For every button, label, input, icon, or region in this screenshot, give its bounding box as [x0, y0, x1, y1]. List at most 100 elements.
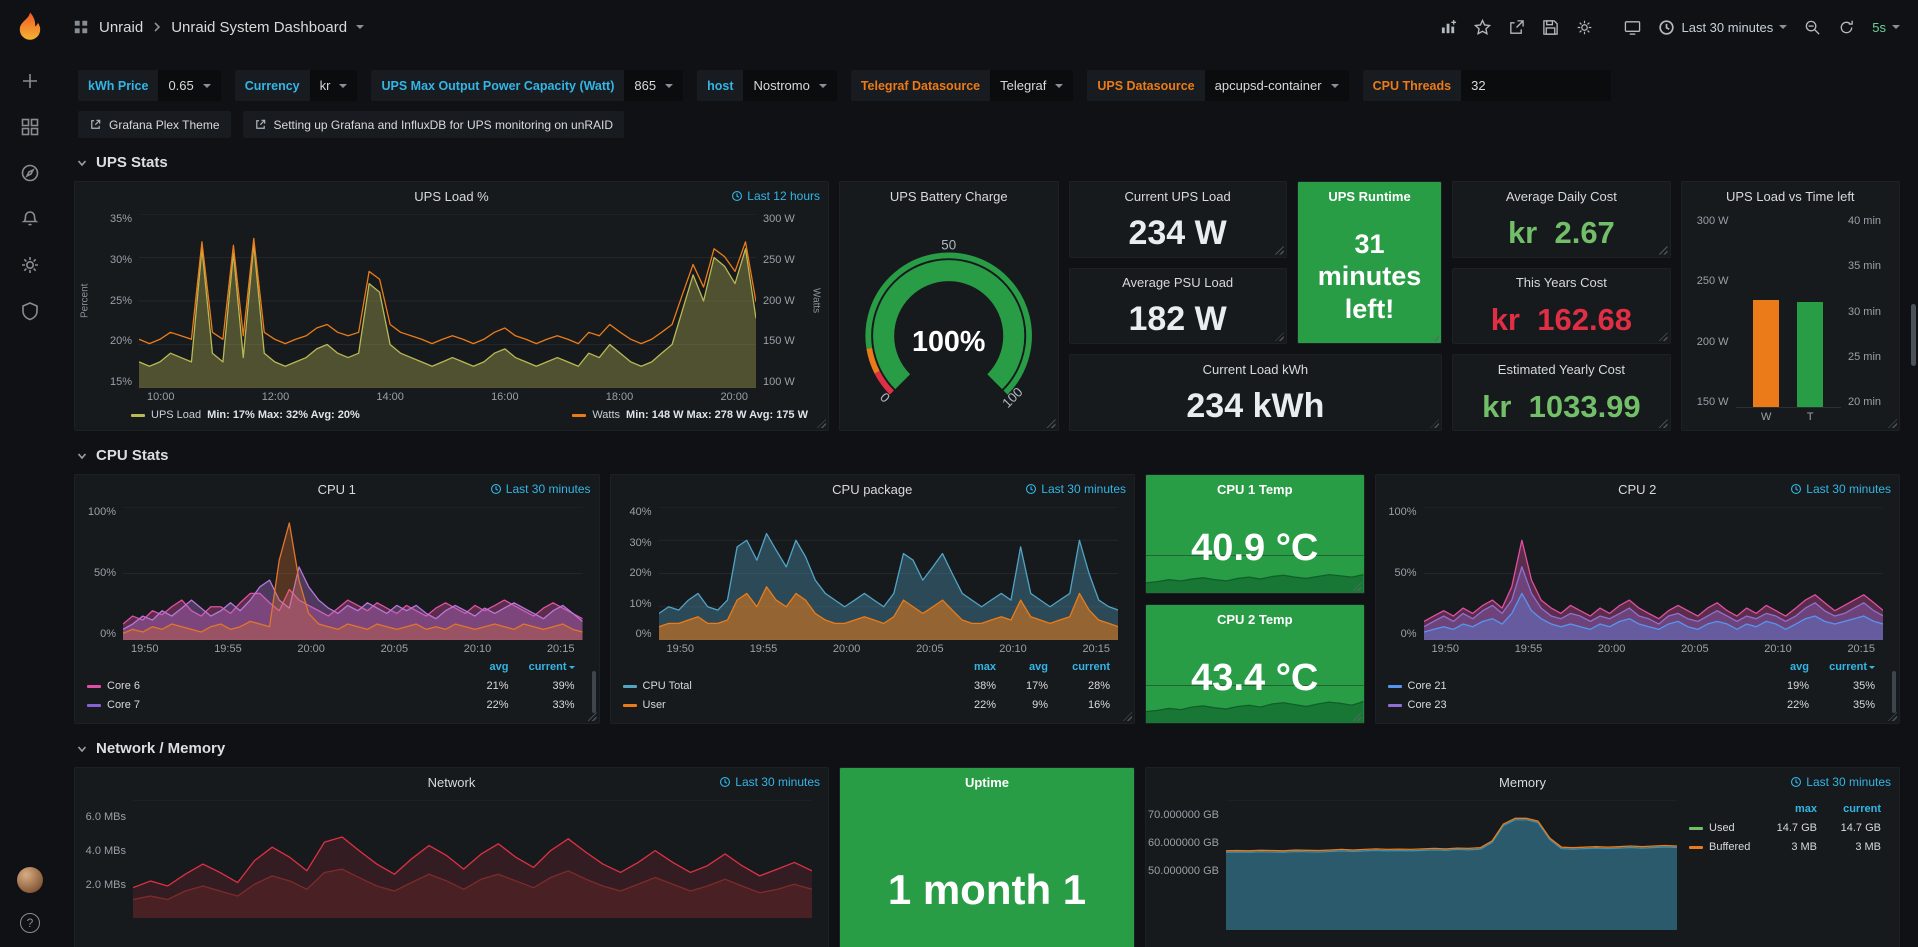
avatar[interactable] [17, 867, 43, 893]
panel-title[interactable]: CPU 2 Temp [1216, 611, 1293, 627]
legend-value: 35% [1852, 699, 1875, 711]
legend-header[interactable]: avg [1029, 661, 1048, 673]
variable-value-dropdown[interactable]: 0.65 [158, 70, 221, 101]
panel-title[interactable]: CPU 1 Temp [1216, 481, 1293, 497]
series-name[interactable]: User [622, 696, 945, 715]
time-range-picker[interactable]: Last 30 minutes [1658, 19, 1788, 36]
panel-title[interactable]: Average Daily Cost [1505, 188, 1617, 204]
panel-title[interactable]: Estimated Yearly Cost [1497, 361, 1625, 377]
zoom-out-button[interactable] [1804, 19, 1821, 36]
y-axis-left: 35% 30% 25% 20% 15% [109, 213, 132, 388]
legend-scrollbar[interactable] [591, 671, 596, 713]
breadcrumb-app[interactable]: Unraid [99, 18, 144, 36]
create-icon[interactable] [19, 70, 41, 92]
section-ups-stats[interactable]: UPS Stats [76, 154, 1900, 171]
series-name[interactable]: CPU Total [622, 677, 945, 696]
panel-title[interactable]: Average PSU Load [1122, 275, 1234, 291]
refresh-button[interactable] [1838, 19, 1855, 36]
cpu2-plot[interactable] [1423, 507, 1884, 640]
grafana-logo-icon[interactable] [13, 10, 47, 44]
x-axis: 19:50 19:55 20:00 20:05 20:10 20:15 [1431, 643, 1875, 655]
refresh-interval-dropdown[interactable]: 5s [1872, 20, 1900, 35]
network-plot[interactable] [133, 800, 812, 918]
dashboard-settings-button[interactable] [1576, 19, 1593, 36]
series-name[interactable]: Watts [592, 409, 621, 421]
server-admin-icon[interactable] [19, 300, 41, 322]
time-range-indicator[interactable]: Last 30 minutes [1790, 475, 1891, 503]
panel-title[interactable]: CPU package [832, 481, 913, 497]
bar-plot[interactable] [1735, 216, 1841, 408]
help-icon[interactable]: ? [20, 913, 40, 933]
legend-header-sort[interactable]: current [509, 658, 575, 677]
series-color-marker [622, 704, 637, 707]
series-name[interactable]: Used [1689, 819, 1753, 838]
legend-header-sort[interactable]: current [1809, 658, 1875, 677]
save-button[interactable] [1542, 19, 1559, 36]
series-name[interactable]: UPS Load [151, 409, 202, 421]
series-name[interactable]: Core 7 [87, 696, 453, 715]
panel-title[interactable]: Current UPS Load [1124, 188, 1231, 204]
variable-value-dropdown[interactable]: kr [309, 70, 358, 101]
legend-header[interactable]: current [1072, 661, 1110, 673]
x-axis: 10:00 12:00 14:00 16:00 18:00 20:00 [147, 391, 748, 403]
section-cpu-stats[interactable]: CPU Stats [76, 447, 1900, 464]
variable-value-dropdown[interactable]: Nostromo [743, 70, 837, 101]
panel-title[interactable]: Uptime [964, 774, 1010, 790]
variable-value-dropdown[interactable]: apcupsd-container [1204, 70, 1349, 101]
help-glyph: ? [26, 916, 34, 930]
variable-value: apcupsd-container [1214, 78, 1322, 93]
panel-average-psu-load: Average PSU Load 182 W [1068, 267, 1287, 345]
panel-title[interactable]: This Years Cost [1515, 275, 1607, 291]
legend-header[interactable]: avg [489, 661, 509, 673]
variable-value-dropdown[interactable]: 865 [624, 70, 684, 101]
legend-header[interactable]: avg [1790, 661, 1809, 673]
external-link-icon [91, 119, 101, 129]
add-panel-button[interactable] [1440, 19, 1457, 36]
alerting-icon[interactable] [19, 208, 41, 230]
panel-title[interactable]: Network [427, 774, 476, 790]
panel-uptime: Uptime 1 month 1 [839, 767, 1135, 947]
series-name[interactable]: Core 21 [1387, 677, 1754, 696]
panel-title[interactable]: UPS Battery Charge [889, 188, 1008, 204]
legend-header[interactable]: max [973, 661, 996, 673]
cpu-threads-input[interactable] [1461, 70, 1612, 101]
panel-title[interactable]: Memory [1499, 774, 1546, 790]
link-ups-monitoring-guide[interactable]: Setting up Grafana and InfluxDB for UPS … [242, 111, 625, 138]
time-range-indicator[interactable]: Last 30 minutes [719, 768, 820, 796]
cycle-view-button[interactable] [1624, 19, 1641, 36]
scrollbar[interactable] [1911, 304, 1916, 366]
panel-title[interactable]: Current Load kWh [1202, 361, 1309, 377]
panel-title[interactable]: UPS Runtime [1328, 188, 1411, 204]
series-name[interactable]: Core 6 [87, 677, 453, 696]
legend-scrollbar[interactable] [1892, 671, 1896, 713]
time-range-indicator[interactable]: Last 30 minutes [1025, 475, 1126, 503]
series-name[interactable]: Core 23 [1387, 696, 1754, 715]
legend-header[interactable]: max [1794, 803, 1817, 815]
breadcrumb-page[interactable]: Unraid System Dashboard [171, 18, 348, 36]
configuration-icon[interactable] [19, 254, 41, 276]
variable-value-dropdown[interactable]: Telegraf [990, 70, 1074, 101]
y-axis: 6.0 MBs 4.0 MBs 2.0 MBs [85, 811, 126, 891]
star-button[interactable] [1474, 18, 1492, 36]
caret-down-icon [818, 83, 827, 88]
share-button[interactable] [1508, 19, 1525, 36]
memory-plot[interactable] [1226, 800, 1677, 930]
explore-icon[interactable] [19, 162, 41, 184]
time-range-indicator[interactable]: Last 12 hours [731, 182, 820, 210]
dashboards-icon[interactable] [19, 116, 41, 138]
panel-title[interactable]: CPU 2 [1618, 481, 1657, 497]
time-range-indicator[interactable]: Last 30 minutes [490, 475, 591, 503]
panel-title[interactable]: UPS Load vs Time left [1725, 188, 1855, 204]
cpu1-plot[interactable] [123, 507, 583, 640]
ups-load-plot[interactable] [139, 214, 756, 388]
panel-cpu-package: CPU package Last 30 minutes 40% 30% 20% 10%… [609, 474, 1135, 724]
series-name[interactable]: Buffered [1689, 838, 1753, 857]
link-grafana-plex-theme[interactable]: Grafana Plex Theme [78, 111, 231, 138]
legend-header[interactable]: current [1843, 803, 1881, 815]
panel-title[interactable]: UPS Load % [414, 188, 489, 204]
time-range-indicator[interactable]: Last 30 minutes [1790, 768, 1891, 796]
section-network-memory[interactable]: Network / Memory [76, 740, 1900, 757]
panel-title[interactable]: CPU 1 [317, 481, 356, 497]
cpu-package-plot[interactable] [658, 507, 1119, 640]
dashboard-grid-icon[interactable] [72, 18, 90, 36]
